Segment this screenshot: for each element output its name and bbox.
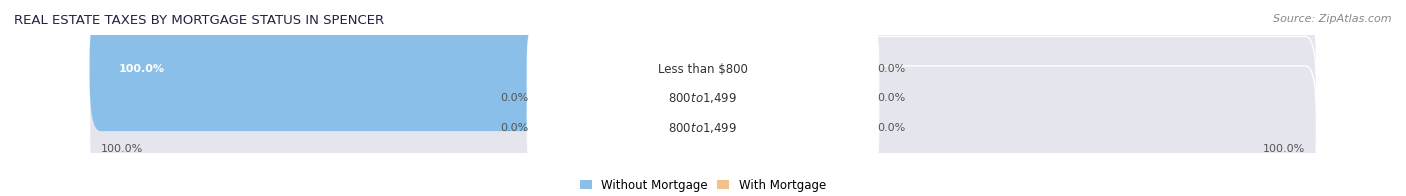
- FancyBboxPatch shape: [527, 85, 879, 171]
- Text: 100.0%: 100.0%: [118, 64, 165, 74]
- Text: 0.0%: 0.0%: [877, 93, 905, 103]
- Text: Less than $800: Less than $800: [658, 63, 748, 76]
- Text: 0.0%: 0.0%: [501, 93, 529, 103]
- Text: 100.0%: 100.0%: [1264, 144, 1306, 154]
- Text: $800 to $1,499: $800 to $1,499: [668, 121, 738, 135]
- Legend: Without Mortgage, With Mortgage: Without Mortgage, With Mortgage: [581, 179, 825, 192]
- FancyBboxPatch shape: [527, 26, 879, 112]
- FancyBboxPatch shape: [90, 7, 1316, 131]
- FancyBboxPatch shape: [90, 36, 1316, 161]
- Text: REAL ESTATE TAXES BY MORTGAGE STATUS IN SPENCER: REAL ESTATE TAXES BY MORTGAGE STATUS IN …: [14, 14, 384, 27]
- Text: Source: ZipAtlas.com: Source: ZipAtlas.com: [1274, 14, 1392, 24]
- Text: 100.0%: 100.0%: [100, 144, 142, 154]
- Text: $800 to $1,499: $800 to $1,499: [668, 92, 738, 105]
- FancyBboxPatch shape: [90, 66, 1316, 190]
- FancyBboxPatch shape: [90, 7, 714, 131]
- Text: 0.0%: 0.0%: [877, 64, 905, 74]
- Text: 0.0%: 0.0%: [501, 123, 529, 133]
- FancyBboxPatch shape: [527, 55, 879, 142]
- Text: 0.0%: 0.0%: [877, 123, 905, 133]
